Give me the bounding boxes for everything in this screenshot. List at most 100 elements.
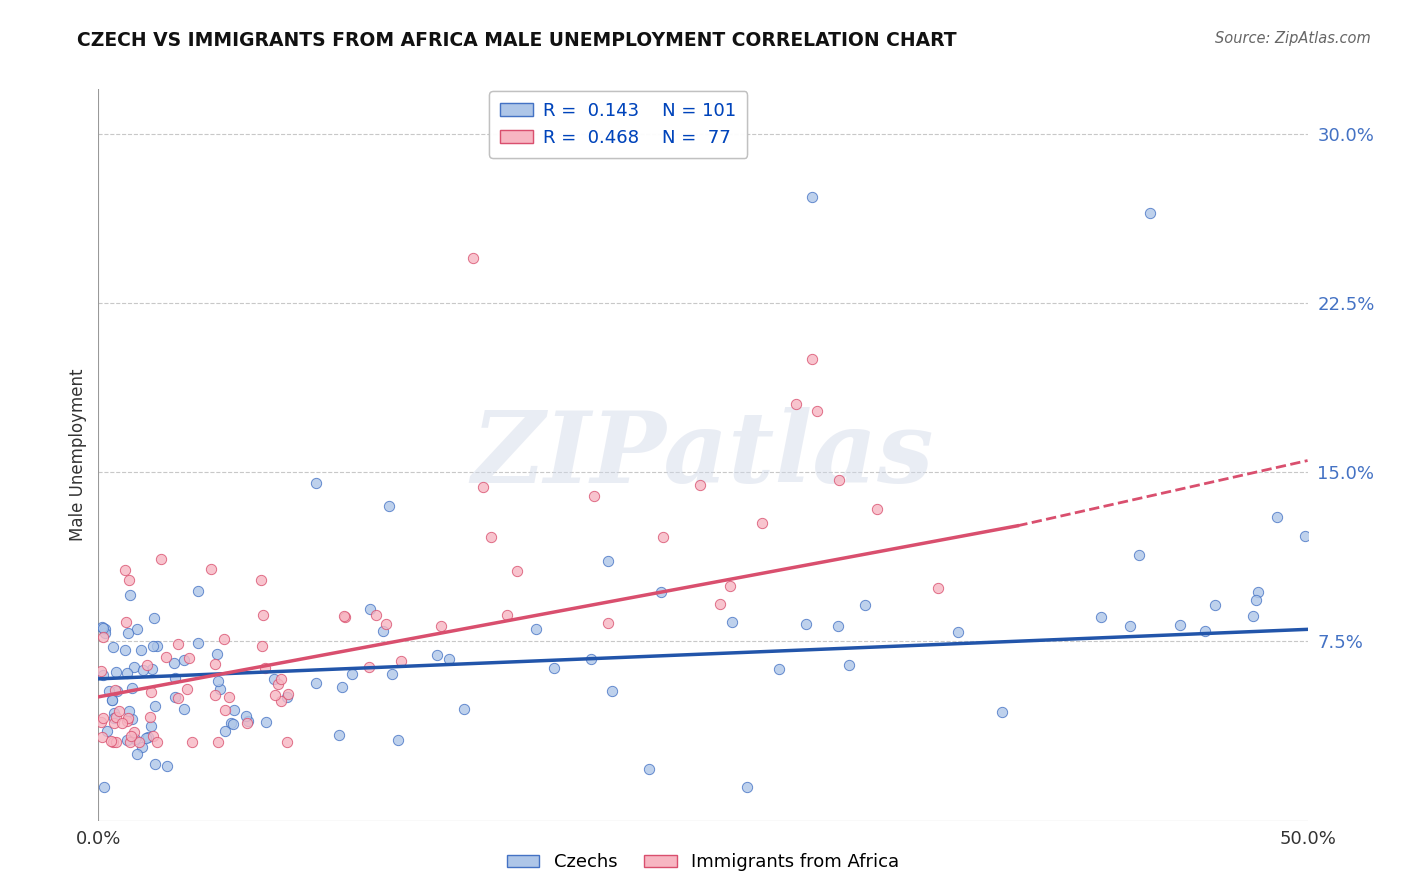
- Point: [200, 562, 222, 576]
- Point: [253, 661, 276, 675]
- Point: [163, 672, 186, 686]
- Point: [167, 637, 190, 651]
- Point: [118, 573, 141, 587]
- Point: [103, 711, 125, 725]
- Point: [176, 682, 198, 697]
- Point: [328, 728, 350, 742]
- Point: [1128, 549, 1150, 563]
- Point: [735, 780, 758, 794]
- Point: [827, 618, 849, 632]
- Point: [270, 694, 292, 708]
- Point: [108, 704, 131, 718]
- Point: [90, 715, 112, 730]
- Point: [266, 676, 288, 690]
- Point: [94, 622, 117, 636]
- Point: [101, 692, 124, 706]
- Point: [121, 681, 143, 695]
- Point: [768, 663, 790, 677]
- Point: [145, 699, 167, 714]
- Point: [212, 632, 235, 647]
- Point: [1194, 624, 1216, 638]
- Point: [91, 630, 114, 644]
- Point: [387, 732, 409, 747]
- Point: [115, 665, 138, 680]
- Point: [689, 477, 711, 491]
- Point: [264, 688, 287, 702]
- Point: [650, 585, 672, 599]
- Point: [131, 663, 153, 677]
- Point: [142, 729, 165, 743]
- Point: [100, 733, 122, 747]
- Point: [120, 588, 142, 602]
- Point: [785, 397, 807, 411]
- Point: [1244, 593, 1267, 607]
- Point: [1265, 509, 1288, 524]
- Point: [111, 715, 134, 730]
- Point: [124, 725, 146, 739]
- Point: [1241, 609, 1264, 624]
- Point: [389, 654, 412, 668]
- Point: [117, 626, 139, 640]
- Point: [96, 723, 118, 738]
- Point: [143, 757, 166, 772]
- Point: [181, 735, 204, 749]
- Point: [128, 735, 150, 749]
- Point: [124, 731, 146, 746]
- Point: [751, 516, 773, 530]
- Point: [146, 735, 169, 749]
- Point: [173, 653, 195, 667]
- Legend: R =  0.143    N = 101, R =  0.468    N =  77: R = 0.143 N = 101, R = 0.468 N = 77: [489, 91, 748, 158]
- Point: [105, 735, 128, 749]
- Point: [276, 690, 298, 704]
- Text: ZIPatlas: ZIPatlas: [472, 407, 934, 503]
- Point: [204, 657, 226, 671]
- Point: [543, 661, 565, 675]
- Point: [115, 714, 138, 728]
- Point: [524, 622, 547, 636]
- Point: [205, 647, 228, 661]
- Point: [93, 621, 115, 635]
- Point: [222, 703, 245, 717]
- Legend: Czechs, Immigrants from Africa: Czechs, Immigrants from Africa: [499, 847, 907, 879]
- Point: [652, 530, 675, 544]
- Point: [718, 579, 741, 593]
- Point: [357, 660, 380, 674]
- Point: [105, 684, 128, 698]
- Point: [238, 714, 260, 729]
- Point: [430, 619, 453, 633]
- Point: [463, 251, 485, 265]
- Point: [252, 607, 274, 622]
- Point: [481, 530, 503, 544]
- Point: [101, 692, 124, 706]
- Point: [118, 704, 141, 718]
- Point: [946, 624, 969, 639]
- Point: [305, 676, 328, 690]
- Point: [340, 666, 363, 681]
- Point: [800, 190, 823, 204]
- Point: [214, 703, 236, 717]
- Point: [121, 712, 143, 726]
- Point: [101, 640, 124, 655]
- Point: [167, 690, 190, 705]
- Point: [91, 711, 114, 725]
- Point: [114, 563, 136, 577]
- Point: [235, 716, 257, 731]
- Point: [135, 731, 157, 745]
- Point: [103, 716, 125, 731]
- Point: [105, 710, 128, 724]
- Text: Source: ZipAtlas.com: Source: ZipAtlas.com: [1215, 31, 1371, 46]
- Point: [91, 620, 114, 634]
- Point: [277, 687, 299, 701]
- Point: [806, 403, 828, 417]
- Point: [141, 718, 163, 732]
- Point: [149, 551, 172, 566]
- Point: [207, 735, 229, 749]
- Point: [129, 643, 152, 657]
- Point: [235, 709, 257, 723]
- Point: [381, 667, 404, 681]
- Point: [598, 615, 620, 630]
- Point: [305, 476, 328, 491]
- Point: [93, 780, 115, 794]
- Point: [125, 747, 148, 761]
- Point: [453, 702, 475, 716]
